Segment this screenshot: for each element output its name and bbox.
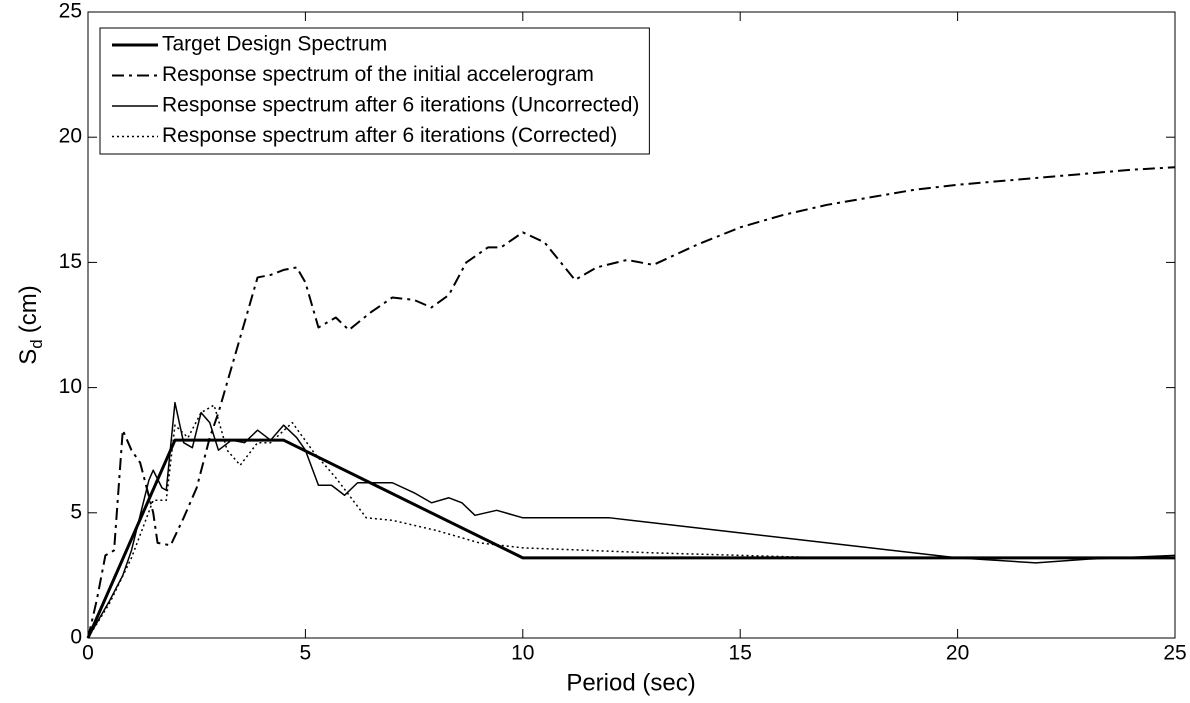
x-tick-label: 5 <box>300 642 312 665</box>
y-tick-label: 20 <box>59 125 82 148</box>
y-tick-label: 10 <box>59 375 82 398</box>
y-tick-label: 5 <box>70 500 82 523</box>
y-axis-label: Sd (cm) <box>15 285 46 364</box>
legend-label: Response spectrum after 6 iterations (Co… <box>162 124 617 147</box>
legend-box <box>99 27 650 155</box>
y-tick-label: 0 <box>70 626 82 649</box>
y-tick-label: 15 <box>59 250 82 273</box>
legend-label: Response spectrum of the initial acceler… <box>162 63 594 86</box>
legend-label: Target Design Spectrum <box>162 33 387 56</box>
plot-frame <box>87 11 1176 639</box>
series-line <box>87 404 1175 639</box>
series-line <box>86 438 1175 639</box>
y-label-unit: (cm) <box>15 285 42 333</box>
y-label-subscript: d <box>27 339 46 348</box>
series-line <box>87 166 1176 639</box>
x-axis-label: Period (sec) <box>566 669 695 696</box>
y-tick-label: 25 <box>59 0 82 23</box>
x-tick-label: 0 <box>82 642 94 665</box>
series-line <box>87 401 1176 639</box>
x-tick-label: 10 <box>511 642 534 665</box>
x-tick-label: 25 <box>1163 642 1186 665</box>
x-tick-label: 15 <box>729 642 752 665</box>
legend-label: Response spectrum after 6 iterations (Un… <box>162 94 639 117</box>
x-tick-label: 20 <box>946 642 969 665</box>
y-label-main: S <box>15 349 42 365</box>
